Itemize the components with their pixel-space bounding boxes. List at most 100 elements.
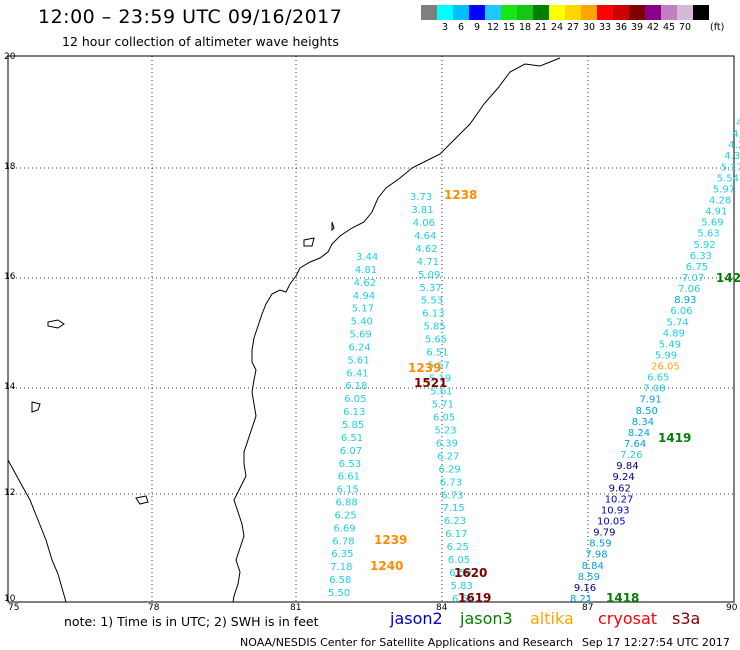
track-west-left: 3.44 4.81 4.62 4.94 5.17 5.40 5.69 6.245.61 6.41…	[328, 252, 378, 599]
wave-height-value: 5.53	[421, 296, 443, 307]
wave-height-value: 6.64	[452, 594, 474, 605]
wave-height-value: 5.99	[655, 351, 677, 362]
scale-label: 15	[502, 22, 516, 33]
scale-swatch	[437, 5, 453, 20]
latitude-label: 14	[4, 382, 16, 392]
scale-swatch	[693, 5, 709, 20]
pass-time-label: 1620	[454, 566, 487, 580]
wave-height-value: 6.29	[439, 464, 461, 475]
wave-height-value: 4.62	[354, 278, 376, 289]
scale-swatch	[421, 5, 437, 20]
wave-height-value: 5.23	[434, 425, 456, 436]
wave-height-value: 5.69	[701, 218, 723, 229]
coastline	[7, 57, 561, 603]
longitude-label: 84	[436, 603, 448, 613]
scale-swatch	[645, 5, 661, 20]
wave-height-value: 4.2	[732, 129, 740, 140]
wave-height-value: 5.85	[424, 322, 446, 333]
wave-height-value: 6.39	[436, 438, 458, 449]
wave-height-value: 9.16	[574, 583, 596, 594]
wave-height-value: 6.05	[448, 555, 470, 566]
wave-height-value: 6.88	[336, 498, 358, 509]
wave-height-value: 26.05	[651, 362, 680, 373]
wave-height-value: 5.67	[428, 361, 450, 372]
track-east: 4.44.24.24.35.175.545.974.284.915.695.63…	[570, 118, 740, 605]
wave-height-value: 5.09	[418, 270, 440, 281]
pass-time-label: 1619	[458, 591, 491, 605]
wave-height-value: 4.62	[415, 244, 437, 255]
satellite-legend-jason2: jason2	[390, 609, 443, 628]
wave-height-value: 9.24	[613, 472, 635, 483]
scale-swatch	[629, 5, 645, 20]
wave-height-value: 10.93	[601, 505, 630, 516]
scale-label: 18	[518, 22, 532, 33]
scale-label: 3	[441, 22, 449, 33]
longitude-label: 90	[726, 603, 738, 613]
scale-swatch	[613, 5, 629, 20]
scale-swatch	[597, 5, 613, 20]
pass-time-label: 1239	[408, 361, 441, 375]
wave-height-value: 8.84	[582, 561, 604, 572]
scale-label: 21	[534, 22, 548, 33]
wave-height-value: 5.63	[697, 229, 719, 240]
wave-height-value: 6.65	[647, 373, 669, 384]
wave-height-value: 5.40	[351, 317, 373, 328]
wave-height-value: 8.50	[636, 406, 658, 417]
scale-label: 24	[550, 22, 564, 33]
pass-time-label: 1521	[414, 376, 447, 390]
wave-height-value: 7.08	[643, 384, 665, 395]
wave-height-value: 5.69	[350, 330, 372, 341]
wave-height-value: 5.49	[659, 339, 681, 350]
wave-height-value: 6.25	[335, 511, 357, 522]
pass-time-label: 1239	[374, 533, 407, 547]
satellite-legend-cryosat: cryosat	[598, 609, 658, 628]
wave-height-value: 4.2	[728, 140, 740, 151]
scale-label: 27	[566, 22, 580, 33]
track-west-right: 3.73 3.81 4.06 4.64 4.62 4.71 5.09 5.37 5.53 6.13…	[410, 192, 474, 605]
wave-height-value: 5.83	[451, 581, 473, 592]
latitude-label: 18	[4, 162, 16, 172]
pass-time-label: 1240	[370, 559, 403, 573]
island-3	[135, 495, 149, 505]
wave-height-value: 5.71	[432, 400, 454, 411]
wave-height-value: 6.05	[433, 413, 455, 424]
wave-height-value: 4.28	[709, 196, 731, 207]
wave-height-value: 6.78	[332, 536, 354, 547]
wave-height-value: 5.92	[694, 240, 716, 251]
wave-height-value: 6.35	[331, 549, 353, 560]
wave-height-value: 5.97	[713, 184, 735, 195]
wave-height-value: 7.18	[330, 562, 352, 573]
wave-height-value: 5.19	[429, 374, 451, 385]
wave-height-value: 7.64	[624, 439, 646, 450]
wave-height-value: 7.15	[443, 503, 465, 514]
coastline-west	[7, 459, 67, 603]
wave-height-value: 6.06	[670, 306, 692, 317]
color-scale	[421, 5, 709, 20]
wave-height-value: 9.84	[616, 461, 638, 472]
pass-time-label: 1238	[444, 188, 477, 202]
wave-height-value: 6.15	[337, 485, 359, 496]
wave-height-value: 6.73	[440, 477, 462, 488]
island-4	[303, 237, 315, 247]
page-title: 12:00 – 23:59 UTC 09/16/2017	[38, 6, 343, 28]
scale-label: 30	[582, 22, 596, 33]
wave-height-value: 10.05	[597, 517, 626, 528]
wave-height-value: 9.79	[593, 528, 615, 539]
color-scale-unit: (ft)	[710, 22, 725, 33]
scale-label: 9	[473, 22, 481, 33]
scale-swatch	[533, 5, 549, 20]
pass-time-label: 1419	[658, 431, 691, 445]
wave-height-value: 7.07	[682, 273, 704, 284]
wave-height-value: 5.74	[667, 317, 689, 328]
map-grid	[8, 56, 734, 602]
island-5	[331, 221, 335, 232]
scale-label: 12	[486, 22, 500, 33]
wave-height-value: 8.93	[674, 295, 696, 306]
satellite-legend-jason3: jason3	[460, 609, 513, 628]
wave-height-value: 6.27	[437, 451, 459, 462]
pass-time-label: 1418	[606, 591, 639, 605]
latitude-label: 16	[4, 272, 16, 282]
wave-height-value: 6.50	[449, 568, 471, 579]
island-1	[47, 319, 65, 329]
wave-height-value: 5.61	[430, 387, 452, 398]
